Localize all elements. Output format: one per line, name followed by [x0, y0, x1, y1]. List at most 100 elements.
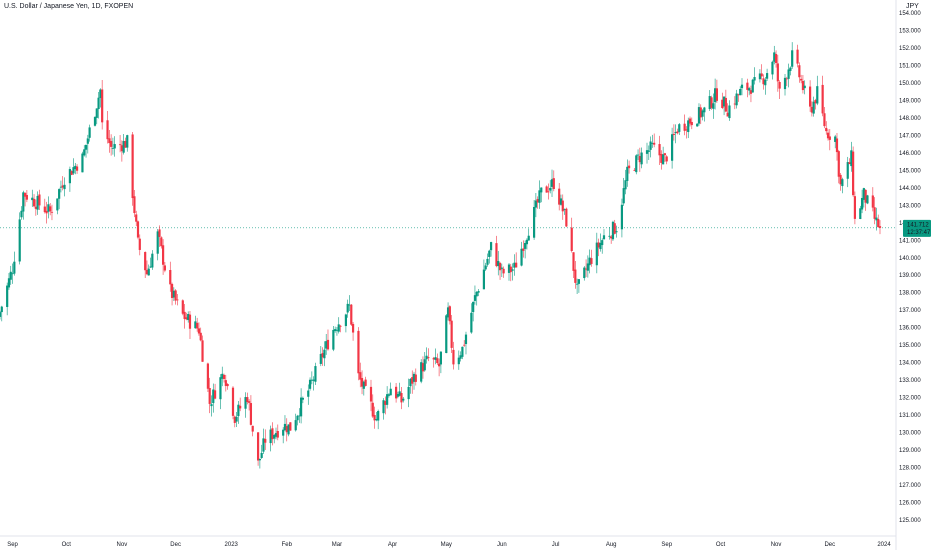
candle-body — [283, 423, 287, 431]
candle-body — [597, 242, 600, 248]
candle-body — [332, 329, 335, 350]
candle-body — [436, 358, 439, 364]
y-tick-label: 141.000 — [899, 238, 921, 244]
candle-body — [699, 107, 702, 118]
candle-body — [875, 217, 878, 221]
candle-body — [269, 429, 272, 444]
candle-body — [45, 210, 48, 214]
candle-body — [816, 86, 819, 104]
candle-body — [101, 89, 104, 123]
candle-body — [690, 121, 693, 126]
candle-body — [138, 238, 141, 250]
candle-body — [495, 243, 498, 267]
candle-body — [558, 188, 561, 205]
candle-body — [859, 208, 862, 220]
candle-body — [511, 269, 514, 271]
candle-body — [864, 189, 867, 203]
candle-body — [446, 307, 450, 318]
candle-body — [88, 127, 91, 138]
candle-body — [810, 106, 813, 113]
candle-body — [249, 403, 253, 425]
candle-body — [371, 402, 374, 417]
candle-body — [407, 386, 410, 400]
y-tick-label: 137.000 — [899, 308, 921, 314]
candle-body — [721, 99, 724, 108]
candle-body — [774, 54, 778, 63]
time-axis[interactable]: Sep Oct Nov Dec 2023 Feb Mar Apr May Jun Jul Aug Sep… — [7, 542, 891, 548]
candle-body — [126, 135, 129, 148]
candle-body — [147, 268, 150, 276]
candle-body — [696, 123, 699, 127]
y-tick-label: 151.000 — [899, 63, 921, 69]
candle-body — [301, 397, 304, 400]
candle-body — [545, 186, 548, 193]
candle-body — [334, 329, 337, 332]
candle-body — [835, 138, 839, 153]
candle-body — [475, 291, 478, 297]
candle-body — [357, 330, 360, 374]
candle-body — [645, 150, 649, 154]
candle-body — [570, 227, 573, 251]
price-axis[interactable]: 125.000 126.000 127.000 128.000 129.000 130.0… — [899, 11, 921, 524]
candle-body — [432, 357, 435, 360]
candle-body — [350, 304, 353, 325]
candle-body — [97, 97, 100, 110]
candle-body — [387, 394, 391, 396]
candle-body — [282, 429, 285, 436]
candle-body — [615, 231, 618, 233]
candle-body — [120, 145, 123, 152]
candle-body — [873, 207, 876, 219]
y-tick-label: 140.000 — [899, 256, 921, 262]
candle-body — [110, 140, 113, 147]
candle-body — [472, 301, 475, 313]
candle-body — [63, 184, 66, 190]
candle-body — [23, 192, 27, 197]
candle-body — [231, 387, 235, 416]
candle-body — [749, 90, 753, 94]
candle-body — [520, 248, 523, 266]
candle-body — [344, 314, 348, 327]
candle-body — [86, 138, 89, 144]
candle-body — [688, 118, 692, 124]
candle-body — [133, 196, 136, 214]
candle-body — [208, 388, 211, 404]
candle-body — [801, 80, 805, 91]
currency-label[interactable]: JPY — [906, 3, 919, 10]
candle-body — [183, 311, 186, 319]
candle-body — [825, 127, 828, 132]
x-tick-label: 2023 — [225, 542, 239, 548]
candle-body — [714, 88, 717, 103]
candle-body — [256, 432, 260, 461]
candle-body — [728, 105, 731, 119]
candle-body — [584, 268, 588, 270]
candle-body — [524, 242, 527, 249]
candle-body — [427, 357, 430, 359]
candle-body — [135, 214, 138, 222]
candle-body — [532, 206, 536, 238]
y-tick-label: 125.000 — [899, 518, 921, 524]
y-tick-label: 144.000 — [899, 186, 921, 192]
last-price-tag: 141.712 12:37:47 — [903, 219, 931, 237]
candle-body — [620, 204, 624, 230]
candle-body — [470, 312, 473, 333]
x-tick-label: Jul — [552, 542, 560, 548]
candle-body — [486, 258, 489, 265]
candle-body — [601, 240, 604, 246]
candle-body — [169, 270, 172, 285]
candle-body — [740, 84, 744, 89]
candle-body — [697, 107, 701, 124]
candle-body — [81, 153, 84, 173]
x-tick-label: Feb — [282, 542, 293, 548]
candle-body — [452, 349, 455, 365]
candle-body — [737, 94, 740, 96]
candle-body — [658, 144, 661, 156]
candle-body — [823, 113, 826, 127]
candle-body — [285, 426, 288, 433]
candle-body — [108, 138, 111, 144]
candle-body — [809, 86, 812, 107]
candle-body — [522, 248, 525, 251]
candle-body — [733, 103, 736, 105]
candle-body — [796, 49, 799, 64]
y-tick-label: 132.000 — [899, 396, 921, 402]
